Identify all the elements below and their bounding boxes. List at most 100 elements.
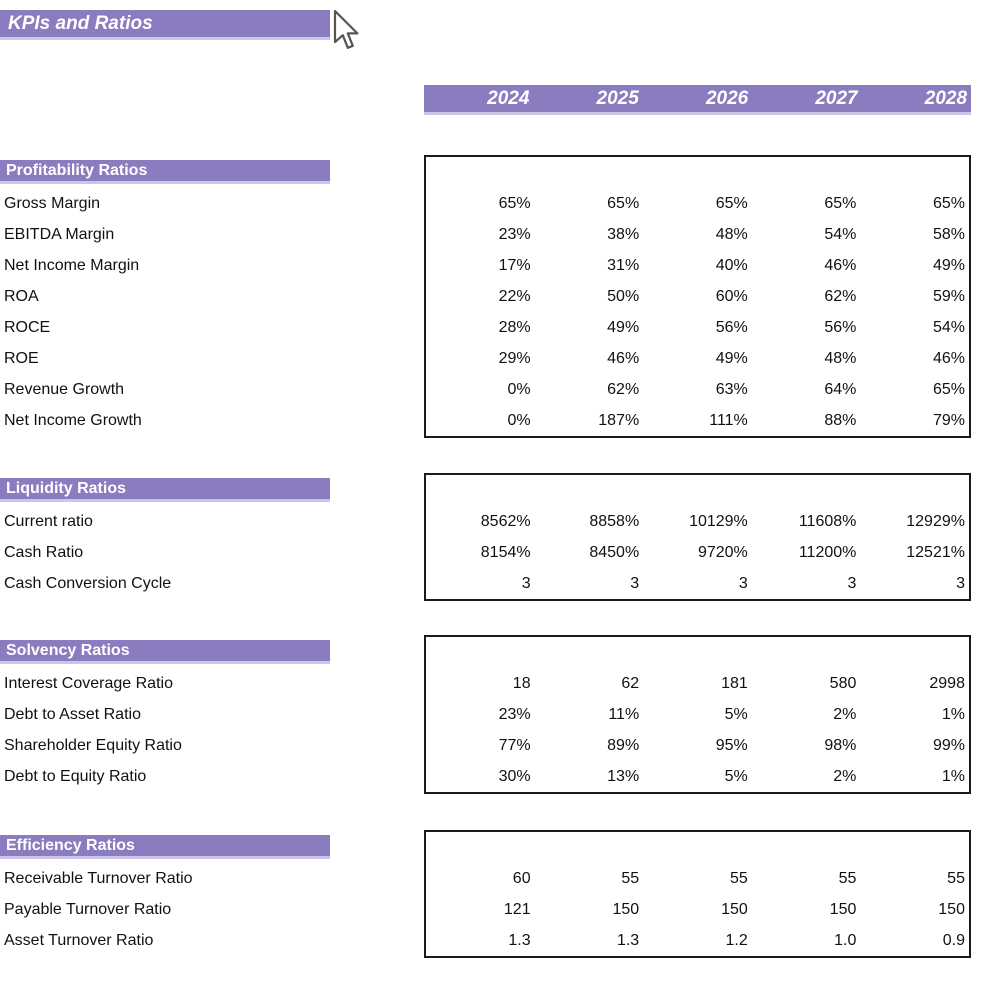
value-cell[interactable]: 62% [824, 288, 857, 305]
value-cell[interactable]: 5% [724, 706, 748, 723]
value-cell[interactable]: 55 [947, 870, 965, 887]
value-cell[interactable]: 46% [932, 350, 965, 367]
year-header-cell[interactable]: 2025 [596, 88, 639, 109]
value-cell[interactable]: 49% [715, 350, 748, 367]
value-cell[interactable]: 99% [932, 737, 965, 754]
value-cell[interactable]: 0% [507, 412, 531, 429]
value-cell[interactable]: 3 [521, 575, 531, 592]
value-cell[interactable]: 38% [607, 226, 640, 243]
row-label[interactable]: Payable Turnover Ratio [4, 901, 172, 918]
value-cell[interactable]: 30% [498, 768, 531, 785]
value-cell[interactable]: 8450% [589, 544, 640, 561]
value-cell[interactable]: 1.2 [725, 932, 748, 949]
section-header[interactable]: Solvency Ratios [0, 640, 330, 664]
value-cell[interactable]: 54% [932, 319, 965, 336]
value-cell[interactable]: 121 [503, 901, 531, 918]
value-cell[interactable]: 1% [941, 768, 965, 785]
value-cell[interactable]: 10129% [689, 513, 748, 530]
value-cell[interactable]: 79% [932, 412, 965, 429]
value-cell[interactable]: 62% [607, 381, 640, 398]
value-cell[interactable]: 12521% [906, 544, 965, 561]
value-cell[interactable]: 31% [607, 257, 640, 274]
value-cell[interactable]: 18 [512, 675, 531, 692]
value-cell[interactable]: 0% [507, 381, 531, 398]
value-cell[interactable]: 150 [829, 901, 857, 918]
value-cell[interactable]: 0.9 [942, 932, 965, 949]
row-label[interactable]: Cash Ratio [4, 544, 84, 561]
value-cell[interactable]: 3 [956, 575, 965, 592]
value-cell[interactable]: 5% [724, 768, 748, 785]
value-cell[interactable]: 23% [498, 226, 531, 243]
value-cell[interactable]: 1.3 [508, 932, 531, 949]
value-cell[interactable]: 28% [498, 319, 531, 336]
row-label[interactable]: Shareholder Equity Ratio [4, 737, 182, 754]
value-cell[interactable]: 150 [612, 901, 640, 918]
value-cell[interactable]: 55 [621, 870, 640, 887]
value-cell[interactable]: 46% [824, 257, 857, 274]
value-cell[interactable]: 65% [932, 381, 965, 398]
section-header[interactable]: Liquidity Ratios [0, 478, 330, 502]
value-cell[interactable]: 56% [715, 319, 748, 336]
value-cell[interactable]: 65% [932, 195, 965, 212]
year-header-cell[interactable]: 2026 [705, 88, 749, 109]
value-cell[interactable]: 12929% [906, 513, 965, 530]
value-cell[interactable]: 65% [607, 195, 640, 212]
value-cell[interactable]: 1.0 [834, 932, 857, 949]
value-cell[interactable]: 54% [824, 226, 857, 243]
value-cell[interactable]: 3 [630, 575, 640, 592]
row-label[interactable]: Interest Coverage Ratio [4, 675, 173, 692]
value-cell[interactable]: 111% [709, 412, 748, 429]
value-cell[interactable]: 2% [833, 768, 857, 785]
value-cell[interactable]: 60 [512, 870, 531, 887]
value-cell[interactable]: 49% [932, 257, 965, 274]
value-cell[interactable]: 48% [824, 350, 857, 367]
value-cell[interactable]: 55 [729, 870, 748, 887]
value-cell[interactable]: 13% [607, 768, 640, 785]
value-cell[interactable]: 1% [941, 706, 965, 723]
value-cell[interactable]: 65% [824, 195, 857, 212]
value-cell[interactable]: 11608% [798, 513, 857, 530]
value-cell[interactable]: 187% [598, 412, 640, 429]
value-cell[interactable]: 95% [715, 737, 748, 754]
value-cell[interactable]: 98% [824, 737, 857, 754]
section-header[interactable]: Profitability Ratios [0, 160, 330, 184]
value-cell[interactable]: 23% [498, 706, 531, 723]
value-cell[interactable]: 11% [608, 706, 640, 723]
value-cell[interactable]: 63% [715, 381, 748, 398]
year-header-cell[interactable]: 2024 [487, 88, 530, 109]
value-cell[interactable]: 17% [498, 257, 531, 274]
value-cell[interactable]: 50% [607, 288, 640, 305]
row-label[interactable]: Debt to Equity Ratio [4, 768, 147, 785]
row-label[interactable]: Gross Margin [4, 195, 101, 212]
row-label[interactable]: ROE [4, 350, 39, 367]
value-cell[interactable]: 89% [607, 737, 640, 754]
row-label[interactable]: EBITDA Margin [4, 226, 115, 243]
value-cell[interactable]: 64% [824, 381, 857, 398]
value-cell[interactable]: 181 [721, 675, 748, 692]
value-cell[interactable]: 62 [621, 675, 640, 692]
value-cell[interactable]: 8858% [589, 513, 640, 530]
section-header[interactable]: Efficiency Ratios [0, 835, 330, 859]
value-cell[interactable]: 3 [847, 575, 857, 592]
value-cell[interactable]: 2% [833, 706, 857, 723]
value-cell[interactable]: 2998 [929, 675, 965, 692]
value-cell[interactable]: 65% [715, 195, 748, 212]
value-cell[interactable]: 29% [498, 350, 531, 367]
value-cell[interactable]: 9720% [697, 544, 748, 561]
row-label[interactable]: Net Income Growth [4, 412, 142, 429]
value-cell[interactable]: 40% [715, 257, 748, 274]
value-cell[interactable]: 58% [932, 226, 965, 243]
row-label[interactable]: Receivable Turnover Ratio [4, 870, 193, 887]
year-header-cell[interactable]: 2027 [815, 88, 858, 109]
value-cell[interactable]: 65% [498, 195, 531, 212]
row-label[interactable]: ROA [4, 288, 39, 305]
value-cell[interactable]: 48% [715, 226, 748, 243]
value-cell[interactable]: 580 [829, 675, 857, 692]
value-cell[interactable]: 49% [607, 319, 640, 336]
value-cell[interactable]: 1.3 [616, 932, 640, 949]
value-cell[interactable]: 3 [738, 575, 748, 592]
year-header-cell[interactable]: 2028 [924, 88, 968, 109]
value-cell[interactable]: 55 [838, 870, 857, 887]
row-label[interactable]: Current ratio [4, 513, 93, 530]
page-title[interactable]: KPIs and Ratios [0, 10, 330, 40]
